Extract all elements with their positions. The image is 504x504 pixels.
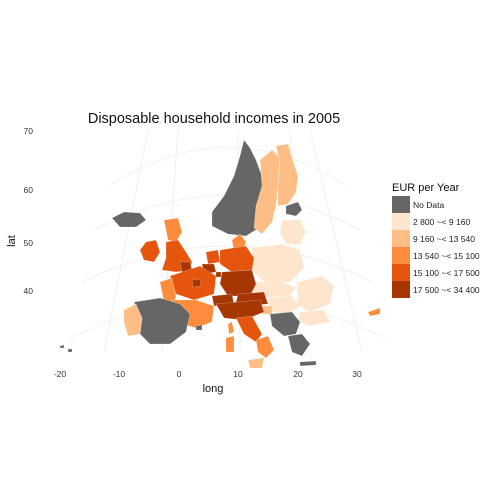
region-iceland: [111, 211, 147, 228]
legend-label: 15 100 ~< 17 500: [413, 268, 480, 278]
region-baltic-nodata: [285, 201, 303, 217]
region-finland: [275, 143, 299, 207]
region-balkans-nodata: [269, 311, 301, 337]
y-tick-label: 60: [24, 185, 34, 195]
legend-label: 2 800 ~< 9 160: [413, 217, 470, 227]
region-italy-center: [235, 315, 263, 343]
legend-title: EUR per Year: [392, 182, 460, 194]
legend-label: 13 540 ~< 15 100: [413, 251, 480, 261]
region-cyprus: [367, 307, 381, 317]
x-axis-title: long: [203, 383, 224, 395]
region-balearic: [195, 324, 203, 331]
region-italy-north: [215, 299, 265, 321]
region-germany-south: [219, 269, 257, 297]
x-tick-label: -10: [113, 369, 126, 379]
region-romania: [297, 275, 335, 313]
x-tick-label: -20: [54, 369, 67, 379]
y-tick-label: 70: [24, 126, 34, 136]
legend-label: 9 160 ~< 13 540: [413, 234, 475, 244]
region-sweden: [253, 149, 281, 235]
map-regions: [59, 139, 381, 369]
y-axis-title: lat: [6, 235, 18, 247]
region-netherlands: [205, 249, 221, 265]
region-poland: [251, 243, 305, 285]
legend-swatch: [392, 281, 410, 298]
region-greece: [287, 333, 311, 357]
region-norway: [211, 139, 267, 237]
region-baltics: [279, 219, 307, 245]
region-italy-south: [255, 335, 275, 359]
region-bulgaria: [297, 309, 331, 327]
region-gb-north: [163, 217, 183, 243]
x-tick-label: 0: [177, 369, 182, 379]
y-tick-label: 50: [24, 238, 34, 248]
x-tick-label: 10: [233, 369, 243, 379]
region-germany-north: [219, 245, 255, 273]
graticule: [69, 129, 386, 353]
legend-swatch: [392, 247, 410, 264]
region-sardinia: [225, 335, 235, 353]
region-hungary: [267, 295, 301, 315]
y-axis: 70 60 50 40 lat: [6, 126, 33, 296]
x-axis: -20 -10 0 10 20 30 long: [54, 369, 362, 395]
region-ireland: [139, 239, 161, 263]
region-sicily: [247, 357, 265, 369]
legend-label: No Data: [413, 200, 444, 210]
region-corsica: [227, 321, 235, 335]
chart-title: Disposable household incomes in 2005: [88, 111, 340, 127]
region-canaries: [59, 344, 73, 353]
y-tick-label: 40: [24, 286, 34, 296]
x-tick-label: 20: [293, 369, 303, 379]
region-crete: [299, 360, 317, 367]
legend-label: 17 500 ~< 34 400: [413, 285, 480, 295]
x-tick-label: 30: [352, 369, 362, 379]
legend: EUR per Year No Data 2 800 ~< 9 160 9 16…: [392, 182, 480, 298]
legend-swatch: [392, 264, 410, 281]
region-portugal: [123, 303, 143, 337]
legend-swatch: [392, 196, 410, 213]
legend-swatch: [392, 213, 410, 230]
region-paris: [191, 278, 202, 288]
legend-swatch: [392, 230, 410, 247]
region-luxembourg: [215, 271, 222, 278]
